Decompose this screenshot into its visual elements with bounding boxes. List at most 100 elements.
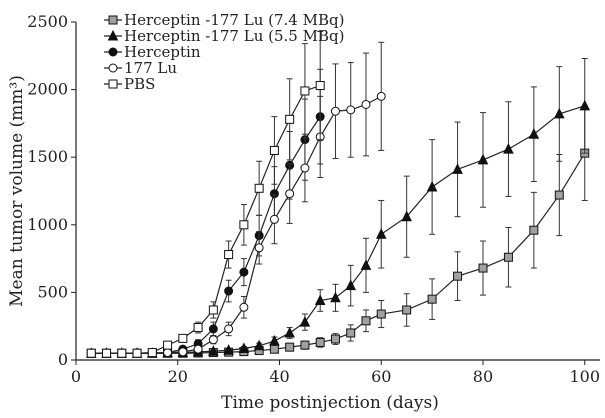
y-tick-label: 1500 (27, 147, 68, 166)
x-tick-label: 80 (473, 367, 493, 386)
data-point-circle (108, 63, 118, 73)
x-tick-label: 0 (71, 367, 81, 386)
x-tick-label: 60 (371, 367, 391, 386)
data-point-triangle (253, 339, 265, 351)
legend-label: Herceptin (124, 43, 201, 61)
data-point-triangle (579, 99, 591, 111)
data-point-triangle (299, 316, 311, 327)
data-point-triangle (208, 345, 219, 356)
data-point-square (208, 305, 218, 315)
series-1 (85, 58, 591, 358)
data-point-circle (285, 189, 295, 199)
data-point-triangle (238, 342, 250, 354)
data-point-square (285, 114, 295, 124)
data-point-circle (163, 348, 173, 358)
legend: Herceptin -177 Lu (7.4 MBq)Herceptin -17… (104, 11, 344, 93)
data-point-square (346, 328, 356, 338)
data-point-square (554, 190, 564, 200)
data-point-triangle (269, 334, 280, 346)
data-point-circle (376, 91, 386, 101)
data-point-circle (178, 347, 188, 357)
data-point-circle (224, 286, 234, 296)
data-point-square (529, 225, 539, 235)
data-point-circle (224, 324, 234, 334)
legend-label: PBS (124, 75, 155, 93)
y-tick-label: 1000 (27, 215, 68, 234)
data-point-square (132, 348, 142, 358)
data-point-square (361, 316, 371, 326)
data-point-square (254, 183, 264, 193)
data-point-circle (239, 267, 249, 277)
data-point-circle (208, 335, 218, 345)
data-point-circle (269, 214, 279, 224)
data-point-square (300, 340, 310, 350)
data-point-square (503, 252, 513, 262)
data-point-square (330, 334, 340, 344)
series-line (91, 84, 321, 354)
data-point-triangle (223, 344, 234, 355)
legend-item: Herceptin -177 Lu (7.4 MBq) (104, 11, 344, 29)
data-point-square (402, 305, 412, 315)
data-point-circle (346, 105, 356, 115)
data-point-square (269, 145, 279, 155)
data-point-square (163, 340, 173, 350)
legend-label: Herceptin -177 Lu (7.4 MBq) (124, 11, 344, 29)
data-point-square (239, 220, 249, 230)
legend-item: Herceptin (104, 43, 201, 61)
data-point-square (178, 333, 188, 343)
data-point-triangle (375, 228, 387, 239)
data-point-square (269, 344, 279, 354)
data-point-triangle (452, 163, 463, 174)
x-tick-label: 20 (168, 367, 188, 386)
data-point-square (315, 337, 325, 347)
series-2 (86, 68, 325, 358)
x-tick-label: 100 (569, 367, 600, 386)
data-point-triangle (477, 153, 489, 165)
data-point-triangle (360, 259, 372, 270)
data-point-square (300, 86, 310, 96)
y-tick-label: 500 (37, 282, 68, 301)
data-point-triangle (503, 142, 514, 154)
legend-item: PBS (104, 75, 155, 93)
data-point-square (315, 81, 325, 91)
data-point-triangle (426, 180, 438, 192)
series-line (91, 95, 382, 354)
y-tick-label: 2000 (27, 80, 68, 99)
series-line (91, 116, 321, 354)
data-point-triangle (284, 326, 295, 338)
data-point-circle (193, 344, 203, 354)
series-4 (86, 30, 325, 358)
y-tick-label: 2500 (27, 12, 68, 31)
data-point-square (108, 15, 118, 25)
data-point-square (478, 263, 488, 273)
data-point-square (108, 79, 118, 89)
data-point-triangle (528, 128, 540, 139)
y-axis-label: Mean tumor volume (mm³) (7, 75, 27, 307)
legend-label: Herceptin -177 Lu (5.5 MBq) (124, 27, 344, 45)
data-point-triangle (330, 291, 341, 303)
data-point-circle (254, 243, 264, 253)
series-0 (86, 105, 590, 358)
legend-item: 177 Lu (104, 59, 177, 77)
data-point-square (376, 309, 386, 319)
data-point-triangle (553, 107, 565, 119)
data-point-triangle (107, 29, 119, 41)
data-point-square (86, 348, 96, 358)
data-point-square (117, 348, 127, 358)
data-point-circle (108, 47, 118, 57)
plot-area (85, 30, 591, 358)
legend-label: 177 Lu (124, 59, 177, 77)
data-point-square (427, 294, 437, 304)
data-point-square (193, 323, 203, 333)
data-point-circle (208, 324, 218, 334)
axes (75, 22, 600, 361)
data-point-square (102, 348, 112, 358)
y-tick-label: 0 (58, 350, 68, 369)
legend-item: Herceptin -177 Lu (5.5 MBq) (104, 27, 344, 45)
data-point-circle (361, 99, 371, 109)
data-point-circle (330, 106, 340, 116)
data-point-square (147, 348, 157, 358)
x-axis-label: Time postinjection (days) (221, 393, 439, 413)
